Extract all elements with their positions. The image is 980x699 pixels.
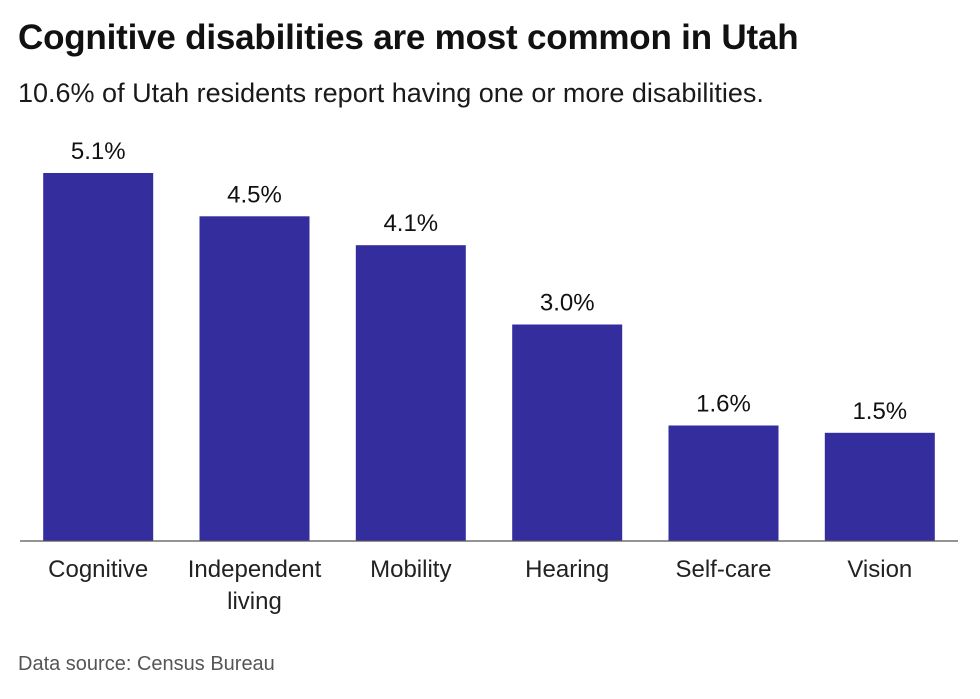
category-label: Hearing [525, 556, 609, 583]
category-label: Mobility [370, 556, 451, 583]
category-label: Independent [188, 556, 322, 583]
bars-group [43, 173, 935, 542]
bar [668, 425, 779, 541]
value-label: 5.1% [71, 138, 126, 165]
value-label: 4.5% [227, 181, 282, 208]
value-label: 1.5% [852, 398, 907, 425]
bar [824, 432, 935, 541]
data-source-note: Data source: Census Bureau [18, 653, 275, 675]
value-label: 1.6% [696, 391, 751, 418]
bar [199, 216, 310, 542]
category-label: living [227, 588, 282, 615]
category-label: Self-care [675, 556, 771, 583]
bar [512, 324, 623, 541]
category-label: Cognitive [48, 556, 148, 583]
value-label: 3.0% [540, 290, 595, 317]
category-labels-group: Cognitive Independent living Mobility Hearin… [48, 556, 912, 615]
value-label: 4.1% [383, 210, 438, 237]
chart-title: Cognitive disabilities are most common i… [18, 18, 799, 57]
value-labels-group: 5.1% 4.5% 4.1% 3.0% 1.6% 1.5% [71, 138, 907, 425]
chart-subtitle: 10.6% of Utah residents report having on… [18, 78, 764, 108]
category-label: Vision [847, 556, 912, 583]
bar [355, 245, 466, 541]
bar [43, 173, 154, 541]
